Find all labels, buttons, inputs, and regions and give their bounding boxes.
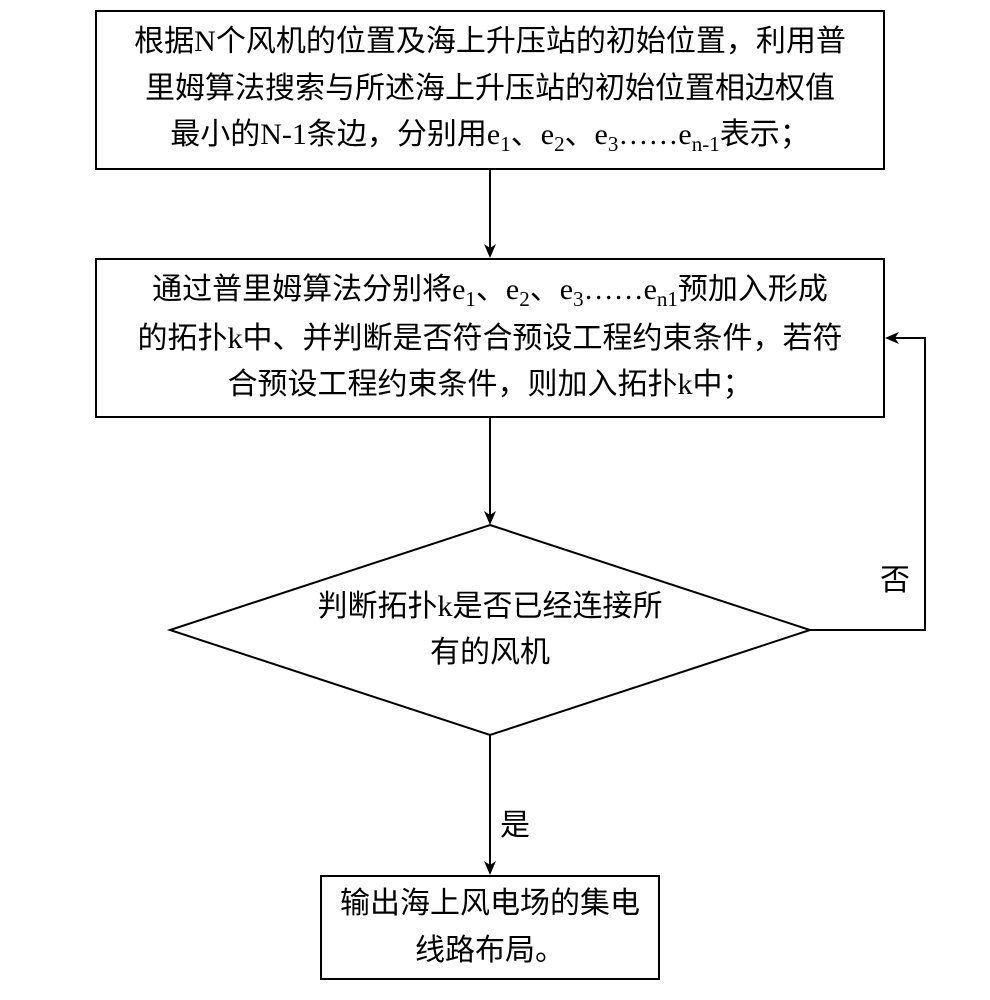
label-yes: 是 [500, 800, 530, 844]
label-no: 否 [880, 555, 910, 599]
output-box: 输出海上风电场的集电 线路布局。 [320, 875, 660, 980]
step2-box: 通过普里姆算法分别将e1、e2、e3……en1预加入形成 的拓扑k中、并判断是否… [95, 258, 885, 418]
decision-text: 判断拓扑k是否已经连接所 有的风机 [318, 584, 663, 677]
step2-text: 通过普里姆算法分别将e1、e2、e3……en1预加入形成 的拓扑k中、并判断是否… [138, 267, 843, 409]
decision-diamond: 判断拓扑k是否已经连接所 有的风机 [170, 525, 810, 735]
step1-box: 根据N个风机的位置及海上升压站的初始位置，利用普 里姆算法搜索与所述海上升压站的… [95, 10, 885, 170]
step1-text: 根据N个风机的位置及海上升压站的初始位置，利用普 里姆算法搜索与所述海上升压站的… [134, 19, 846, 161]
output-text: 输出海上风电场的集电 线路布局。 [340, 881, 640, 974]
